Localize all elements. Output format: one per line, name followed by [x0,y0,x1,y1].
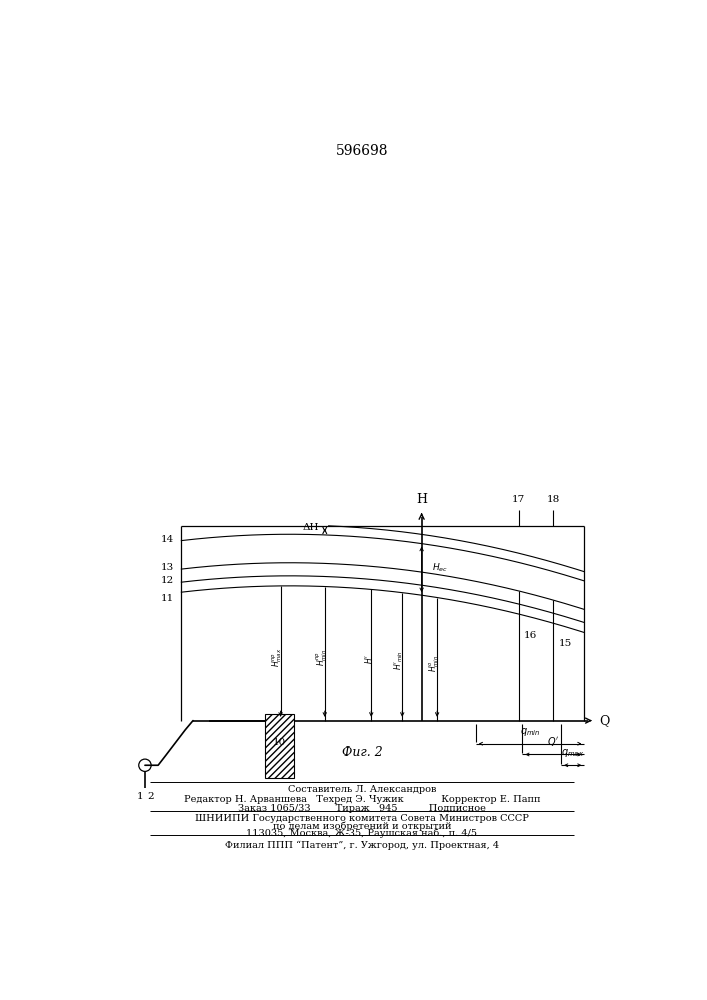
Text: 596698: 596698 [336,144,388,158]
Text: 16: 16 [524,631,537,640]
Text: $H'_{min}$: $H'_{min}$ [393,650,405,670]
Text: ΔH: ΔH [303,523,320,532]
Text: по делам изобретений и открытий: по делам изобретений и открытий [273,821,451,831]
Text: Заказ 1065/33        Тираж   945          Подписное: Заказ 1065/33 Тираж 945 Подписное [238,804,486,813]
Text: Филиал ППП “Патент”, г. Ужгород, ул. Проектная, 4: Филиал ППП “Патент”, г. Ужгород, ул. Про… [225,841,499,850]
Text: 18: 18 [547,495,560,504]
Text: 17: 17 [512,495,525,504]
Text: Фиг. 2: Фиг. 2 [341,746,382,759]
Text: 10: 10 [273,738,286,747]
Text: $H^{o}_{min}$: $H^{o}_{min}$ [427,654,440,672]
Text: 14: 14 [160,535,174,544]
Text: $H_{ec}$: $H_{ec}$ [433,562,448,574]
Text: 2: 2 [147,792,153,801]
Text: 113035, Москва, Ж-35, Раушская наб., п. 4/5: 113035, Москва, Ж-35, Раушская наб., п. … [247,828,477,838]
Text: 1: 1 [137,792,144,801]
Text: $H^{np}_{min}$: $H^{np}_{min}$ [315,649,329,666]
Text: $Q'$: $Q'$ [547,735,559,748]
Text: Q: Q [599,714,609,727]
Text: Составитель Л. Александров: Составитель Л. Александров [288,785,436,794]
Text: $H^{np}_{max}$: $H^{np}_{max}$ [271,647,284,667]
Bar [265,714,293,778]
Text: Редактор Н. Арваншева   Техред Э. Чужик            Корректор Е. Папп: Редактор Н. Арваншева Техред Э. Чужик Ко… [184,795,540,804]
Text: 11: 11 [160,594,174,603]
Text: H: H [416,493,427,506]
Text: $H'$: $H'$ [363,654,374,664]
Text: $q_{min}$: $q_{min}$ [520,726,540,738]
Text: ШНИИПИ Государственного комитета Совета Министров СССР: ШНИИПИ Государственного комитета Совета … [195,814,529,823]
Text: 13: 13 [160,563,174,572]
Text: $q_{max}$: $q_{max}$ [561,747,584,759]
Text: 12: 12 [160,576,174,585]
Text: 15: 15 [559,639,572,648]
